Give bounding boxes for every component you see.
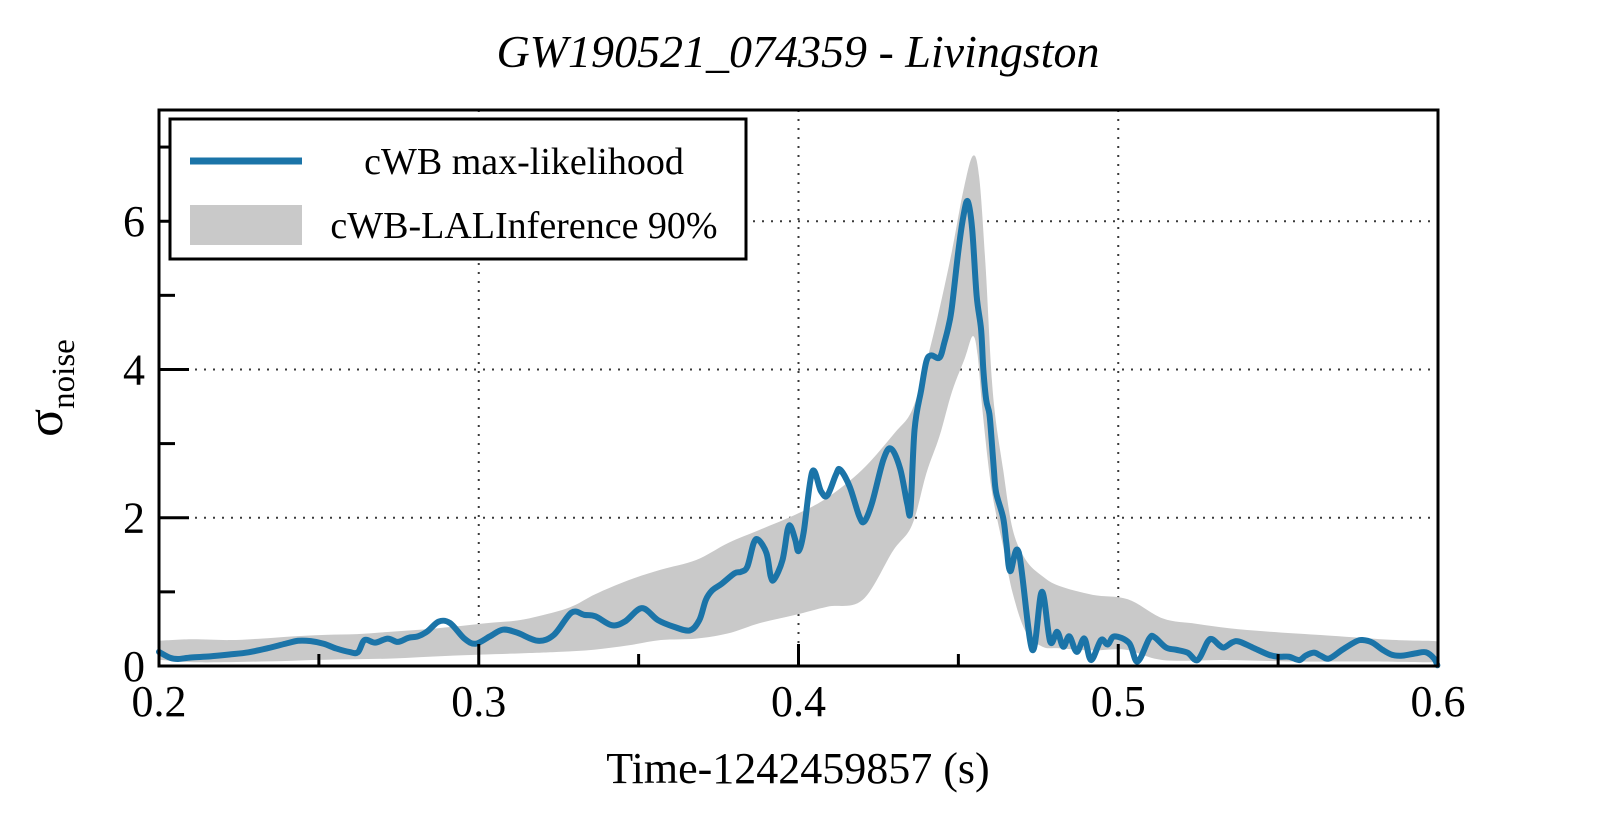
- x-axis-ticks: [157, 644, 1440, 666]
- y-axis-tick-labels: 0 2 4 6: [123, 197, 145, 691]
- x-tick-label: 0.2: [132, 677, 187, 726]
- legend-band-sample: [190, 205, 302, 245]
- x-axis-tick-labels: 0.2 0.3 0.4 0.5 0.6: [132, 677, 1466, 726]
- x-axis-label: Time-1242459857 (s): [606, 744, 989, 793]
- x-tick-label: 0.6: [1411, 677, 1466, 726]
- max-likelihood-path: [156, 198, 1441, 669]
- confidence-band-area: [159, 155, 1438, 664]
- chart-title: GW190521_074359 - Livingston: [496, 26, 1099, 77]
- legend-label-band: cWB-LALInference 90%: [330, 205, 717, 247]
- max-likelihood-line: [156, 198, 1441, 669]
- legend-label-line: cWB max-likelihood: [364, 141, 684, 183]
- y-axis-label: σnoise: [17, 339, 82, 437]
- x-tick-label: 0.4: [771, 677, 826, 726]
- y-tick-label: 0: [123, 642, 145, 691]
- y-tick-label: 2: [123, 494, 145, 543]
- legend: cWB max-likelihood cWB-LALInference 90%: [168, 117, 748, 261]
- y-axis-label-symbol: σ: [17, 409, 74, 437]
- svg-text:σnoise: σnoise: [17, 339, 82, 437]
- x-tick-label: 0.3: [451, 677, 506, 726]
- confidence-band: [159, 155, 1438, 664]
- x-tick-label: 0.5: [1091, 677, 1146, 726]
- y-tick-label: 6: [123, 197, 145, 246]
- y-tick-label: 4: [123, 345, 145, 394]
- y-axis-label-subscript: noise: [46, 339, 82, 409]
